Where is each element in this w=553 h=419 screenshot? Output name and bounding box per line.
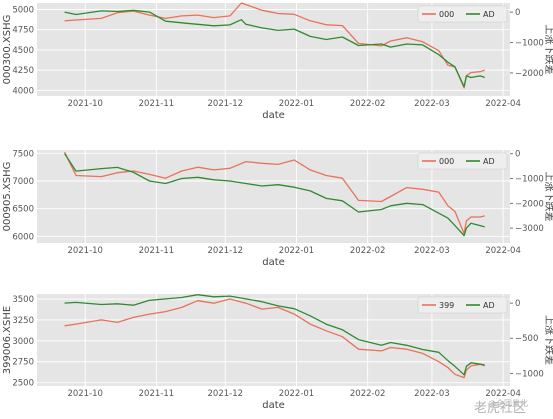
series-line-000 — [64, 151, 485, 235]
watermark: 老虎社区 @全同量化 — [474, 398, 528, 416]
x-tick-label: 2021-10 — [67, 389, 103, 399]
y2-tick-label: −2000 — [515, 69, 544, 79]
y-tick-label: 3500 — [12, 295, 34, 305]
y-axis-label: 000300.XSHG — [2, 15, 13, 85]
y2-tick-label: 0 — [515, 299, 520, 309]
x-tick-label: 2021-10 — [67, 246, 103, 256]
x-tick-label: 2021-12 — [208, 246, 244, 256]
chart-panel-2: 2021-10 2021-11 2021-12 2022-01 2022-02 2022-… — [2, 149, 553, 268]
x-axis-label: date — [262, 110, 285, 121]
x-axis-label: date — [262, 400, 285, 411]
y2-tick-label: 0 — [515, 8, 520, 18]
x-tick-label: 2021-12 — [208, 99, 244, 109]
x-tick-label: 2022-01 — [279, 99, 315, 109]
legend-label: 000 — [439, 10, 454, 19]
legend-label: AD — [483, 157, 495, 166]
y-tick-label: 6500 — [12, 205, 34, 215]
legend-label: AD — [483, 301, 495, 310]
x-tick-label: 2022-02 — [350, 389, 386, 399]
x-tick-label: 2022-01 — [279, 246, 315, 256]
chart-panel-1: 2021-10 2021-11 2021-12 2022-01 2022-02 2022-… — [2, 2, 553, 121]
x-tick-label: 2022-03 — [414, 389, 450, 399]
y-tick-label: 6000 — [12, 232, 34, 242]
chart-panel-3: 2021-10 2021-11 2021-12 2022-01 2022-02 2022-… — [2, 294, 553, 411]
y-tick-label: 4750 — [12, 26, 34, 36]
y-tick-label: 4000 — [12, 86, 34, 96]
watermark-subtext: @全同量化 — [488, 398, 528, 408]
x-tick-label: 2022-04 — [485, 246, 521, 256]
series-line-ad — [64, 9, 485, 88]
y-axis-label: 000905.XSHG — [2, 162, 13, 232]
y2-axis-label: 上涨下跌差 — [543, 172, 553, 222]
y-tick-label: 4500 — [12, 46, 34, 56]
y-tick-label: 7000 — [12, 177, 34, 187]
y2-axis-label: 上涨下跌差 — [543, 25, 553, 75]
x-axis-label: date — [262, 257, 285, 268]
y2-tick-label: −500 — [515, 334, 538, 344]
legend-label: 000 — [439, 157, 454, 166]
y-axis-label: 399006.XSHE — [2, 306, 13, 374]
series-line-ad — [64, 153, 485, 237]
y2-tick-label: −3000 — [515, 224, 544, 234]
y-tick-label: 7500 — [12, 149, 34, 159]
x-tick-label: 2022-04 — [485, 389, 521, 399]
x-tick-label: 2021-10 — [67, 99, 103, 109]
x-tick-label: 2021-12 — [208, 389, 244, 399]
series-line-399 — [64, 298, 485, 379]
y-tick-label: 2500 — [12, 379, 34, 389]
legend-box — [417, 296, 508, 314]
y-tick-label: 3000 — [12, 337, 34, 347]
series-line-ad — [64, 294, 485, 376]
y-tick-label: 3250 — [12, 316, 34, 326]
x-tick-label: 2022-03 — [414, 246, 450, 256]
x-tick-label: 2021-11 — [139, 389, 175, 399]
watermark-text: 老虎社区 — [474, 400, 526, 416]
legend-label: AD — [483, 10, 495, 19]
legend-box — [417, 152, 508, 170]
x-tick-label: 2021-11 — [139, 99, 175, 109]
y2-tick-label: −1000 — [515, 369, 544, 379]
x-tick-label: 2022-03 — [414, 99, 450, 109]
y2-tick-label: −2000 — [515, 199, 544, 209]
legend-label: 399 — [439, 301, 454, 310]
y2-tick-label: −1000 — [515, 175, 544, 185]
legend: 000 AD — [417, 5, 508, 23]
legend: 399 AD — [417, 296, 508, 314]
x-tick-label: 2021-11 — [139, 246, 175, 256]
y-tick-label: 2750 — [12, 358, 34, 368]
y2-axis-label: 上涨下跌差 — [543, 315, 553, 365]
x-tick-label: 2022-02 — [350, 99, 386, 109]
legend: 000 AD — [417, 152, 508, 170]
y-tick-label: 4250 — [12, 66, 34, 76]
y2-tick-label: 0 — [515, 150, 520, 160]
legend-box — [417, 5, 508, 23]
x-tick-label: 2022-02 — [350, 246, 386, 256]
x-tick-label: 2022-04 — [485, 99, 521, 109]
y2-tick-label: −1000 — [515, 39, 544, 49]
y-tick-label: 5000 — [12, 5, 34, 15]
x-tick-label: 2022-01 — [279, 389, 315, 399]
